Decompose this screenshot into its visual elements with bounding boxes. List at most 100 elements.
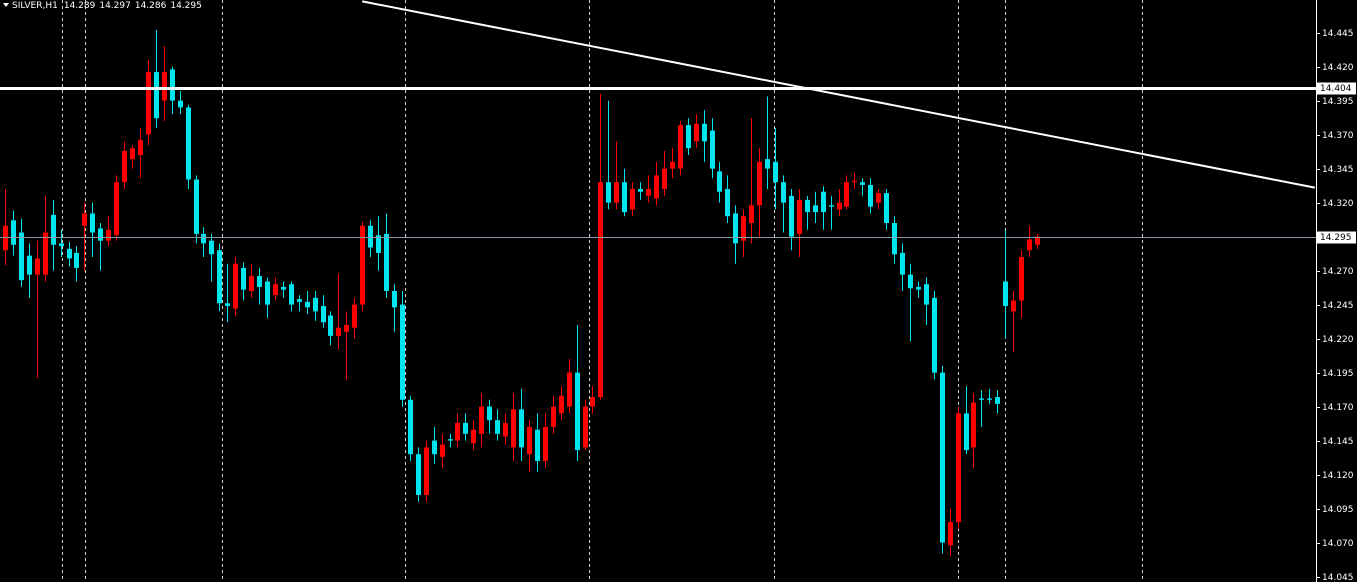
candle-body — [495, 420, 500, 434]
candle-body — [821, 191, 826, 213]
candle-body — [463, 422, 468, 434]
y-tick-label: 14.045 — [1322, 573, 1354, 582]
price-label: 14.295 — [1320, 233, 1352, 243]
candle-body — [1035, 236, 1040, 245]
candle-body — [884, 193, 889, 224]
candle-body — [503, 422, 508, 437]
candle-body — [35, 258, 40, 275]
candle-body — [455, 422, 460, 441]
candle-body — [646, 189, 651, 196]
candle-body — [59, 243, 64, 247]
candle-body — [249, 276, 254, 291]
candle-body — [1011, 300, 1016, 312]
candle-body — [598, 182, 603, 398]
candle-body — [519, 409, 524, 448]
candle-body — [741, 216, 746, 241]
candle-body — [90, 213, 95, 233]
candle-body — [273, 284, 278, 296]
candle-body — [313, 297, 318, 312]
candle-body — [67, 248, 72, 259]
candle-body — [178, 100, 183, 108]
candle-body — [583, 406, 588, 448]
candle-body — [209, 240, 214, 255]
candle-body — [948, 522, 953, 546]
candle-body — [749, 205, 754, 224]
y-tick-label: 14.170 — [1322, 403, 1354, 413]
candle-body — [971, 402, 976, 448]
candle-body — [241, 267, 246, 290]
candle-body — [678, 125, 683, 169]
candle-body — [1019, 257, 1024, 301]
close-value: 14.295 — [170, 1, 202, 11]
candle-body — [1003, 281, 1008, 306]
candle-body — [765, 159, 770, 169]
candle-body — [479, 406, 484, 434]
candle-body — [694, 123, 699, 142]
y-tick-label: 14.345 — [1322, 165, 1354, 175]
candle-body — [797, 199, 802, 234]
candle-body — [305, 301, 310, 308]
y-tick-label: 14.220 — [1322, 335, 1354, 345]
candle-body — [956, 413, 961, 523]
symbol: SILVER,H1 — [12, 1, 58, 11]
candle-body — [892, 223, 897, 255]
y-tick-label: 14.195 — [1322, 369, 1354, 379]
candle-body — [416, 454, 421, 495]
candle-body — [194, 179, 199, 234]
low-value: 14.286 — [135, 1, 167, 11]
candle-body — [559, 395, 564, 414]
candle-body — [1027, 239, 1032, 251]
candle-body — [725, 189, 730, 217]
y-tick-label: 14.095 — [1322, 505, 1354, 515]
candle-body — [400, 304, 405, 400]
candle-body — [908, 274, 913, 289]
candle-body — [146, 72, 151, 135]
candle-body — [440, 444, 445, 457]
candle-body — [781, 182, 786, 203]
candle-body — [630, 189, 635, 210]
candle-body — [995, 397, 1000, 404]
candle-body — [352, 304, 357, 328]
candle-body — [321, 305, 326, 323]
candle-body — [590, 397, 595, 407]
candle-body — [233, 263, 238, 309]
candle-body — [686, 125, 691, 149]
price-label-box — [1317, 82, 1356, 95]
candle-body — [201, 233, 206, 244]
candle-body — [154, 72, 159, 119]
candle-body — [622, 182, 627, 213]
y-tick-label: 14.145 — [1322, 437, 1354, 447]
candle-body — [289, 284, 294, 305]
candle-body — [868, 184, 873, 207]
candle-body — [606, 182, 611, 203]
candle-body — [829, 205, 834, 207]
candle-body — [106, 229, 111, 241]
candle-body — [654, 175, 659, 199]
period-separators — [62, 0, 1143, 582]
candle-body — [328, 315, 333, 336]
candle-body — [265, 281, 270, 305]
candle-body — [614, 182, 619, 203]
candle-body — [368, 225, 373, 248]
candle-body — [717, 171, 722, 192]
candle-body — [773, 161, 778, 183]
candle-body — [432, 440, 437, 455]
candle-body — [162, 72, 167, 101]
candle-body — [74, 252, 79, 268]
candle-body — [511, 409, 516, 448]
candle-body — [662, 168, 667, 190]
candle-body — [82, 213, 87, 226]
candle-body — [384, 233, 389, 291]
candle-body — [932, 297, 937, 373]
candle-body — [757, 161, 762, 206]
candle-body — [344, 324, 349, 332]
plot-area — [3, 0, 1316, 557]
candle-body — [186, 107, 191, 180]
price-label: 14.404 — [1320, 84, 1352, 94]
candle-body — [837, 202, 842, 210]
candle-body — [916, 286, 921, 290]
candle-body — [543, 426, 548, 461]
